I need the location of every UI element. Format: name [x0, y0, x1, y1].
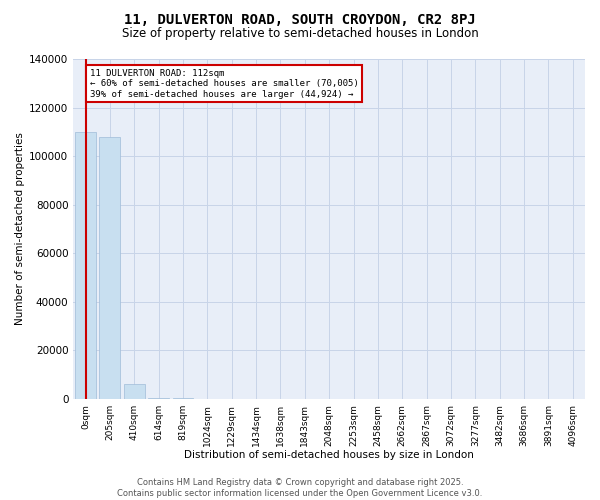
Text: Contains HM Land Registry data © Crown copyright and database right 2025.
Contai: Contains HM Land Registry data © Crown c…	[118, 478, 482, 498]
Text: Size of property relative to semi-detached houses in London: Size of property relative to semi-detach…	[122, 28, 478, 40]
X-axis label: Distribution of semi-detached houses by size in London: Distribution of semi-detached houses by …	[184, 450, 474, 460]
Bar	[75, 132, 96, 399]
Bar	[100, 136, 120, 399]
Bar	[148, 398, 169, 399]
Y-axis label: Number of semi-detached properties: Number of semi-detached properties	[15, 132, 25, 326]
Bar	[124, 384, 145, 399]
Text: 11, DULVERTON ROAD, SOUTH CROYDON, CR2 8PJ: 11, DULVERTON ROAD, SOUTH CROYDON, CR2 8…	[124, 12, 476, 26]
Text: 11 DULVERTON ROAD: 112sqm
← 60% of semi-detached houses are smaller (70,005)
39%: 11 DULVERTON ROAD: 112sqm ← 60% of semi-…	[90, 68, 359, 98]
